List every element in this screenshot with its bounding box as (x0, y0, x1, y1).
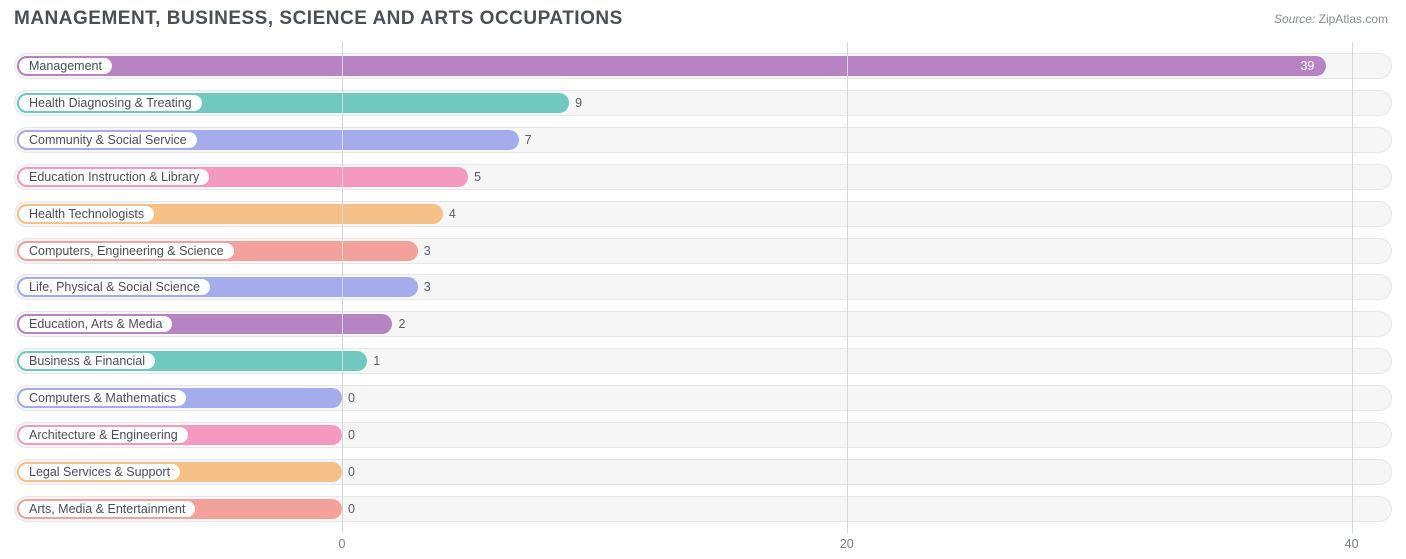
bar-row: Education Instruction & Library 5 (14, 164, 1392, 190)
category-label: Legal Services & Support (29, 465, 170, 479)
value-label: 0 (348, 459, 355, 485)
category-pill: Health Diagnosing & Treating (17, 93, 204, 113)
category-label: Business & Financial (29, 354, 145, 368)
category-pill: Health Technologists (17, 204, 156, 224)
category-label: Education, Arts & Media (29, 317, 162, 331)
value-label: 0 (348, 496, 355, 522)
bar-fill (17, 56, 1326, 76)
grid-line (342, 42, 343, 533)
category-pill: Life, Physical & Social Science (17, 277, 212, 297)
bar-row: Life, Physical & Social Science 3 (14, 274, 1392, 300)
source-label: Source: (1274, 12, 1315, 26)
category-pill: Management (17, 56, 114, 76)
category-label: Arts, Media & Entertainment (29, 502, 185, 516)
value-label: 7 (525, 127, 532, 153)
category-label: Life, Physical & Social Science (29, 280, 200, 294)
category-pill: Community & Social Service (17, 130, 199, 150)
category-label: Health Technologists (29, 207, 144, 221)
value-label: 2 (398, 311, 405, 337)
bar-row: Architecture & Engineering 0 (14, 422, 1392, 448)
x-tick: 20 (840, 537, 854, 551)
value-label: 1 (373, 348, 380, 374)
category-label: Management (29, 59, 102, 73)
x-axis: 0 20 40 (14, 537, 1392, 553)
category-label: Health Diagnosing & Treating (29, 96, 192, 110)
value-label: 0 (348, 422, 355, 448)
chart-area: Management39Health Diagnosing & Treating… (14, 42, 1392, 533)
bar-row: Community & Social Service 7 (14, 127, 1392, 153)
grid-line (1352, 42, 1353, 533)
category-pill: Business & Financial (17, 351, 157, 371)
category-pill: Arts, Media & Entertainment (17, 499, 197, 519)
value-label: 5 (474, 164, 481, 190)
category-pill: Architecture & Engineering (17, 425, 190, 445)
bar-row: Management 39 (14, 53, 1392, 79)
category-pill: Legal Services & Support (17, 462, 182, 482)
category-label: Computers, Engineering & Science (29, 244, 224, 258)
bars-container: Management39Health Diagnosing & Treating… (14, 42, 1392, 533)
grid-line (847, 42, 848, 533)
category-label: Computers & Mathematics (29, 391, 176, 405)
value-label: 9 (575, 90, 582, 116)
source-name: ZipAtlas.com (1319, 12, 1388, 26)
category-pill: Computers, Engineering & Science (17, 241, 236, 261)
bar-row: Health Technologists 4 (14, 201, 1392, 227)
plot-region: Management39Health Diagnosing & Treating… (14, 42, 1392, 533)
category-pill: Computers & Mathematics (17, 388, 188, 408)
x-tick: 40 (1345, 537, 1359, 551)
category-label: Community & Social Service (29, 133, 187, 147)
category-pill: Education Instruction & Library (17, 167, 211, 187)
x-tick: 0 (338, 537, 345, 551)
bar-row: Computers, Engineering & Science 3 (14, 238, 1392, 264)
value-label: 0 (348, 385, 355, 411)
category-label: Architecture & Engineering (29, 428, 178, 442)
bar-row: Computers & Mathematics 0 (14, 385, 1392, 411)
category-pill: Education, Arts & Media (17, 314, 174, 334)
value-label: 39 (1300, 53, 1314, 79)
value-label: 3 (424, 274, 431, 300)
bar-row: Business & Financial 1 (14, 348, 1392, 374)
bar-row: Health Diagnosing & Treating 9 (14, 90, 1392, 116)
chart-title: MANAGEMENT, BUSINESS, SCIENCE AND ARTS O… (14, 8, 623, 30)
bar-row: Arts, Media & Entertainment 0 (14, 496, 1392, 522)
value-label: 3 (424, 238, 431, 264)
bar-row: Education, Arts & Media 2 (14, 311, 1392, 337)
source-attribution: Source: ZipAtlas.com (1274, 12, 1388, 26)
value-label: 4 (449, 201, 456, 227)
bar-row: Legal Services & Support 0 (14, 459, 1392, 485)
category-label: Education Instruction & Library (29, 170, 199, 184)
